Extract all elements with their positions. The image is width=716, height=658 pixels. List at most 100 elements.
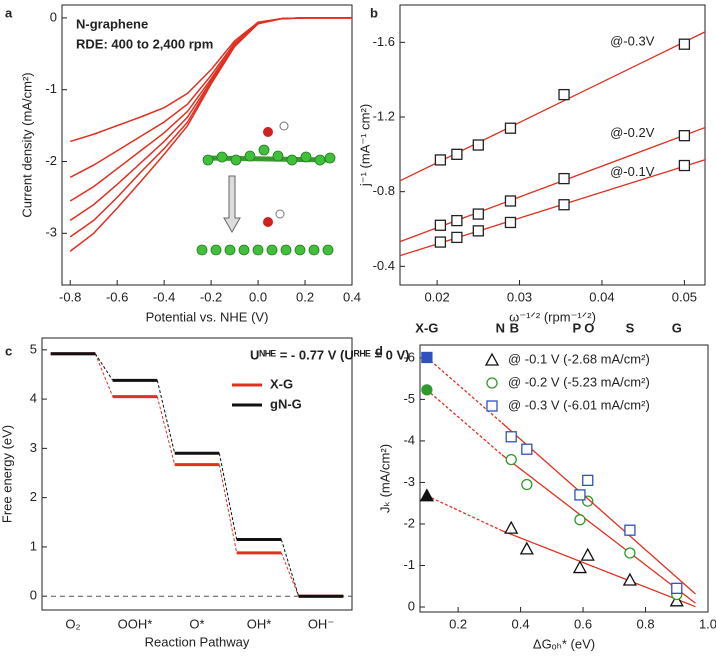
marker xyxy=(434,236,447,248)
marker xyxy=(504,520,519,534)
y-axis-label: Jₖ (mA/cm²) xyxy=(377,444,392,513)
marker xyxy=(558,199,570,211)
x-tick-label: 1.0 xyxy=(699,616,716,631)
y-tick-label: -5 xyxy=(403,391,415,406)
x-tick-label: OH⁻ xyxy=(308,616,334,631)
legend-label: @ -0.2 V (-5.23 mA/cm²) xyxy=(508,374,650,389)
legend-label: @ -0.1 V (-2.68 mA/cm²) xyxy=(508,351,650,366)
y-axis-label: Current density (mA/cm²) xyxy=(19,72,34,217)
marker xyxy=(451,231,463,244)
marker xyxy=(505,453,517,466)
x-tick-label: 0.02 xyxy=(424,289,449,304)
marker xyxy=(671,582,683,594)
y-axis-label: j⁻¹ (mA⁻¹ cm²) xyxy=(357,104,372,187)
marker xyxy=(558,88,570,101)
marker xyxy=(434,219,447,231)
x-tick-label: 0.0 xyxy=(249,289,267,304)
y-tick-label: -2 xyxy=(45,153,57,168)
trend-line xyxy=(399,126,706,243)
curve xyxy=(69,17,352,252)
plot-frame xyxy=(399,4,706,286)
x-tick-label: O₂ xyxy=(65,616,80,631)
trend-line xyxy=(501,529,696,608)
y-tick-label: 0 xyxy=(50,9,57,24)
x-tick-label: 0.03 xyxy=(507,289,532,304)
connector xyxy=(218,464,238,553)
top-label: N xyxy=(496,320,505,335)
y-tick-label: -1 xyxy=(45,81,57,96)
oxygen xyxy=(263,127,273,137)
connector xyxy=(280,539,300,597)
marker xyxy=(504,216,517,229)
y-tick-label: -6 xyxy=(403,349,415,364)
x-tick-label: 0.04 xyxy=(589,289,614,304)
hydrogen xyxy=(275,209,285,219)
oxygen xyxy=(263,217,273,227)
series-label: @-0.2V xyxy=(610,125,655,140)
marker xyxy=(574,514,586,526)
top-label: G xyxy=(672,320,682,335)
y-tick-label: -0.8 xyxy=(373,183,395,198)
y-tick-label: -4 xyxy=(403,432,415,447)
connector xyxy=(94,353,114,397)
marker xyxy=(472,225,484,237)
marker xyxy=(624,547,636,559)
legend-marker xyxy=(486,377,498,389)
marker xyxy=(521,443,533,455)
x-tick-label: 0.8 xyxy=(636,616,654,631)
legend-marker xyxy=(486,400,498,412)
plot-frame xyxy=(419,344,709,613)
annotation: Uᴺᴴᴱ = - 0.77 V (Uᴿᴴᴱ = 0 V) xyxy=(250,347,409,362)
marker xyxy=(505,431,517,443)
x-tick-label: -0.6 xyxy=(106,289,128,304)
marker xyxy=(421,351,433,364)
x-tick-label: 0.6 xyxy=(574,616,592,631)
marker xyxy=(572,560,588,574)
marker xyxy=(451,148,463,160)
hydrogen xyxy=(279,121,289,131)
marker xyxy=(434,154,447,166)
y-tick-label: 0 xyxy=(408,598,415,613)
x-tick-label: 0.05 xyxy=(672,289,697,304)
y-axis-label: Free energy (eV) xyxy=(0,425,14,523)
chart-subtitle: RDE: 400 to 2,400 rpm xyxy=(76,36,213,51)
trend-line xyxy=(501,454,696,604)
top-label: S xyxy=(626,320,635,335)
x-tick-label: OOH* xyxy=(118,616,153,631)
x-tick-label: 0.2 xyxy=(449,616,467,631)
marker xyxy=(451,214,463,227)
marker xyxy=(678,159,691,172)
chart-title: N-graphene xyxy=(76,16,148,31)
x-tick-label: -0.2 xyxy=(200,289,222,304)
connector xyxy=(94,353,114,381)
x-axis-label: ω⁻¹ᐟ² (rpm⁻¹ᐟ²) xyxy=(509,309,596,324)
series-label: @-0.3V xyxy=(610,34,655,49)
connector xyxy=(156,380,176,454)
top-label: B xyxy=(510,320,519,335)
x-axis-label: Reaction Pathway xyxy=(145,634,250,649)
legend-label: @ -0.3 V (-6.01 mA/cm²) xyxy=(508,397,650,412)
marker xyxy=(421,384,433,396)
connector xyxy=(156,396,176,465)
arrow xyxy=(223,175,241,234)
x-tick-label: O* xyxy=(189,616,204,631)
trend-line xyxy=(501,422,696,595)
marker xyxy=(558,172,570,185)
marker xyxy=(582,474,594,487)
marker xyxy=(504,195,517,207)
top-label: P xyxy=(572,320,581,335)
top-label: X-G xyxy=(415,320,438,335)
y-tick-label: 3 xyxy=(30,440,37,455)
legend-label: gN-G xyxy=(270,396,302,411)
marker xyxy=(521,478,533,491)
molecule-illustration xyxy=(196,121,336,256)
marker xyxy=(678,130,691,142)
trend-extrapolation xyxy=(426,495,503,532)
y-tick-label: 2 xyxy=(30,489,37,504)
x-tick-label: -0.4 xyxy=(153,289,175,304)
legend-label: X-G xyxy=(270,376,293,391)
y-tick-label: -2 xyxy=(403,515,415,530)
panel-label: b xyxy=(370,5,378,20)
connector xyxy=(218,453,238,540)
